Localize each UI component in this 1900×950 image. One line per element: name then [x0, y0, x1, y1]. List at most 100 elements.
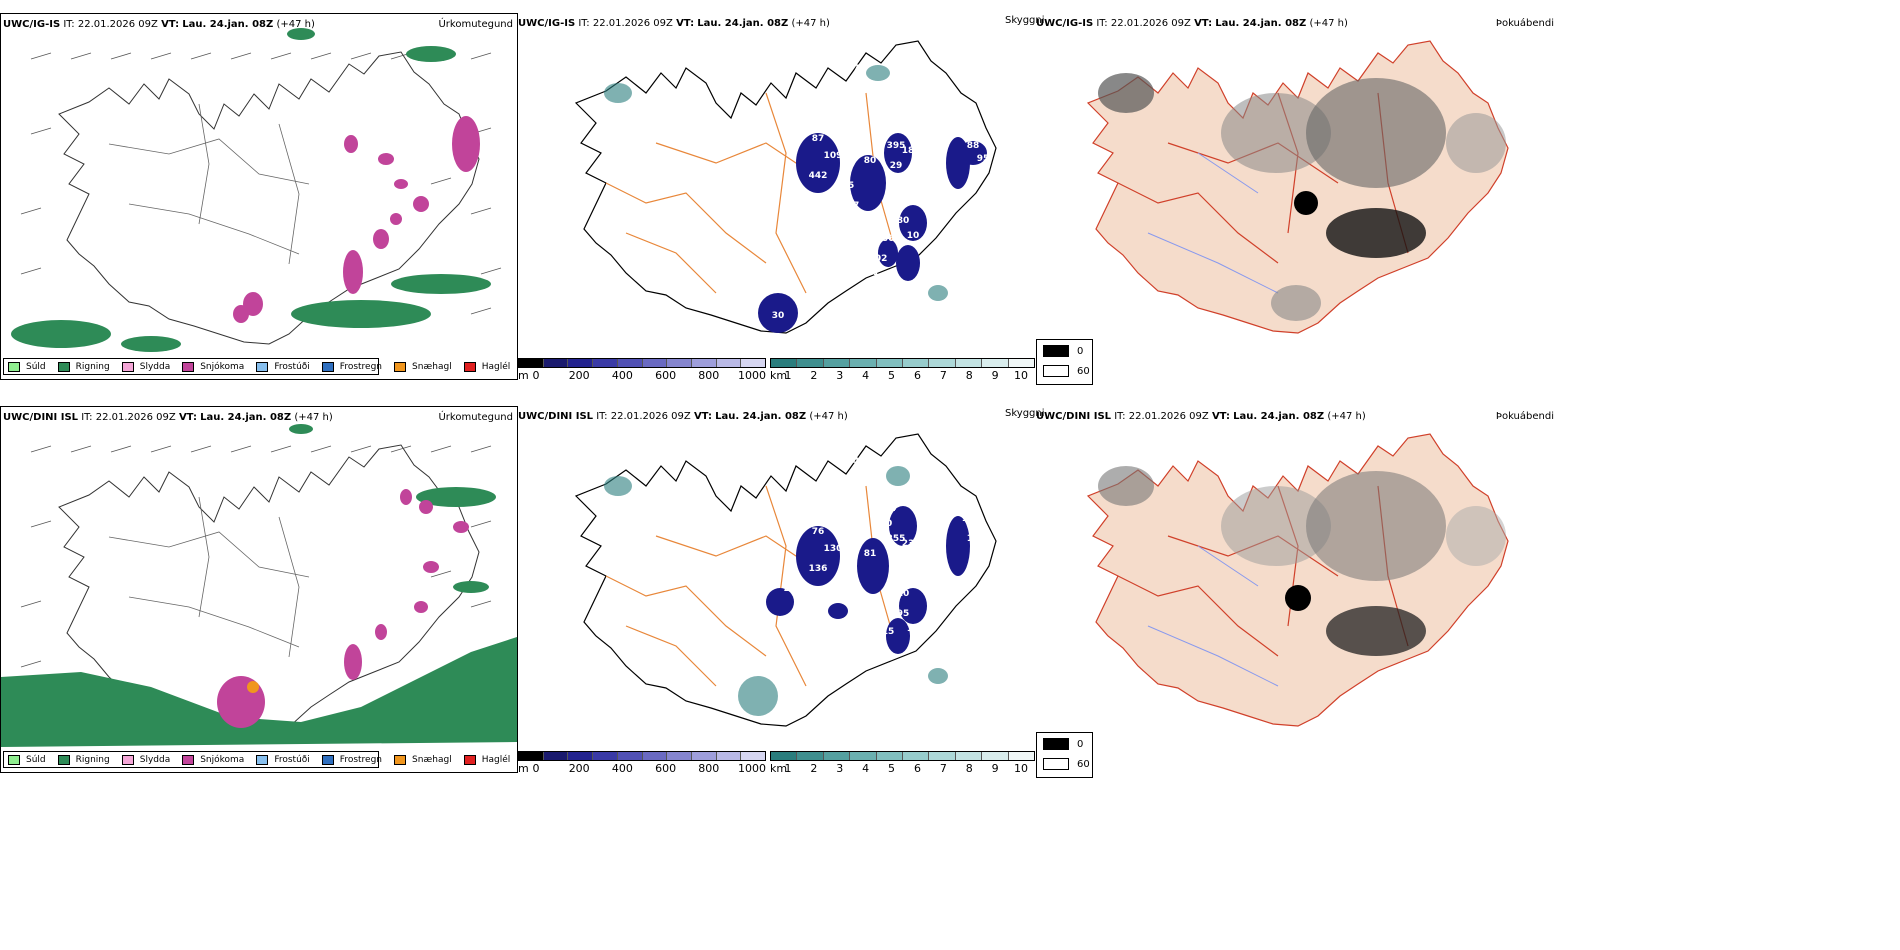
- visibility-value-label: 76: [812, 527, 825, 537]
- legend-swatch: [321, 361, 334, 372]
- colorbar-cell: [642, 752, 668, 760]
- row2-fog-areas: [1098, 466, 1506, 656]
- colorbar-tick: 200: [568, 369, 590, 382]
- colorbar-tick: 600: [655, 762, 677, 775]
- colorbar-cell: [850, 359, 877, 367]
- colorbar-tick: 400: [611, 369, 633, 382]
- legend-swatch: [121, 754, 134, 765]
- visibility-value-label: 12: [907, 624, 920, 634]
- colorbar-tick: 5: [888, 762, 896, 775]
- legend-item: Haglél: [463, 361, 510, 372]
- visibility-value-label: 259: [784, 584, 803, 594]
- colorbar-tick: 6: [913, 369, 921, 382]
- lead-time: (+47 h): [791, 18, 830, 29]
- row1-precip-legend: Súld Rigning Slydda Snjókoma Frostúði Frostre…: [3, 358, 510, 375]
- colorbar-tick: 6: [913, 762, 921, 775]
- colorbar-cell: [903, 359, 930, 367]
- vt-value: Lau. 24.jan. 08Z: [697, 18, 789, 29]
- colorbar-tick: 2: [810, 369, 818, 382]
- colorbar-cell: [929, 752, 956, 760]
- fog-legend-item: 60: [1043, 365, 1090, 377]
- model-label: UWC/DINI ISL: [518, 411, 594, 422]
- row1-visibility-header: UWC/IG-IS IT: 22.01.2026 09Z VT: Lau. 24…: [518, 18, 830, 29]
- colorbar-tick: 5: [888, 369, 896, 382]
- legend-item: Súld: [8, 361, 46, 372]
- row1-elevation-colorbar: 0 200 400 600 800 1000 m: [518, 358, 766, 382]
- it-label: IT:: [578, 18, 590, 29]
- colorbar-tick: 7: [939, 369, 947, 382]
- colorbar-cell: [876, 359, 904, 367]
- colorbar-cells: [770, 358, 1035, 368]
- row1-snow-areas: [233, 116, 480, 323]
- colorbar-ticks: 1 2 3 4 5 6 7 8 9 10: [770, 761, 1035, 775]
- row2-precip-panel: UWC/DINI ISL IT: 22.01.2026 09Z VT: Lau.…: [0, 406, 518, 773]
- colorbar-cells: [518, 751, 766, 761]
- colorbar-tick: 400: [611, 762, 633, 775]
- visibility-value-label: 442: [809, 171, 828, 181]
- vt-value: Lau. 24.jan. 08Z: [200, 412, 292, 423]
- visibility-value-label: 10: [907, 231, 920, 241]
- colorbar-cell: [593, 752, 618, 760]
- row2-precip-map: [1, 424, 517, 747]
- visibility-value-label: 29: [890, 161, 903, 171]
- lead-time: (+47 h): [276, 19, 315, 30]
- colorbar-cell: [955, 359, 983, 367]
- legend-swatch: [463, 754, 476, 765]
- visibility-value-label: 95: [977, 154, 990, 164]
- row2-visibility-colorbar: 1 2 3 4 5 6 7 8 9 10 km: [770, 751, 1035, 775]
- colorbar-ticks: 0 200 400 600 800 1000: [518, 368, 767, 382]
- legend-item: Frostregn: [321, 361, 382, 372]
- lead-time: (+47 h): [809, 411, 848, 422]
- vt-label: VT:: [1211, 411, 1230, 422]
- colorbar-cell: [876, 752, 904, 760]
- model-label: UWC/IG-IS: [3, 19, 61, 30]
- fog-legend-item: 0: [1043, 345, 1083, 357]
- row1-precip-header: UWC/IG-IS IT: 22.01.2026 09Z VT: Lau. 24…: [3, 19, 315, 30]
- colorbar-tick: 1: [784, 762, 792, 775]
- it-value: 22.01.2026 09Z: [610, 411, 691, 422]
- visibility-value-label: 16: [902, 569, 915, 579]
- legend-label: Haglél: [481, 754, 511, 765]
- lead-time: (+47 h): [294, 412, 333, 423]
- legend-item: Haglél: [463, 754, 511, 765]
- visibility-value-label: 85: [857, 216, 870, 226]
- fog-legend-label: 0: [1077, 738, 1084, 750]
- visibility-value-label: 10: [897, 589, 910, 599]
- colorbar-cell: [543, 752, 569, 760]
- colorbar-cell: [771, 359, 798, 367]
- colorbar-unit: km: [770, 369, 788, 382]
- colorbar-cells: [770, 751, 1035, 761]
- model-label: UWC/IG-IS: [518, 18, 576, 29]
- legend-label: Snjókoma: [200, 754, 245, 765]
- row1-fog-legend: 0 60: [1036, 339, 1093, 385]
- colorbar-ticks: 1 2 3 4 5 6 7 8 9 10: [770, 368, 1035, 382]
- colorbar-cell: [903, 752, 930, 760]
- it-value: 22.01.2026 09Z: [592, 18, 673, 29]
- visibility-value-label: 135: [759, 274, 778, 284]
- colorbar-cells: [518, 358, 766, 368]
- colorbar-tick: 1: [784, 369, 792, 382]
- it-label: IT:: [596, 411, 608, 422]
- legend-swatch: [182, 361, 195, 372]
- model-label: UWC/DINI ISL: [3, 412, 79, 423]
- visibility-value-label: 10: [857, 529, 870, 539]
- colorbar-cell: [568, 752, 594, 760]
- legend-label: Frostregn: [339, 754, 383, 765]
- visibility-value-label: 14: [962, 514, 975, 524]
- legend-swatch: [463, 361, 476, 372]
- row1-low-visibility-areas: [758, 133, 987, 333]
- legend-item: Snæhagl: [394, 361, 452, 372]
- colorbar-tick: 4: [862, 762, 870, 775]
- legend-swatch: [8, 754, 20, 765]
- colorbar-cell: [741, 359, 766, 367]
- colorbar-cell: [955, 752, 983, 760]
- visibility-value-label: 313: [869, 281, 888, 291]
- colorbar-cell: [667, 359, 692, 367]
- legend-swatch: [57, 754, 70, 765]
- vt-value: Lau. 24.jan. 08Z: [1215, 18, 1307, 29]
- colorbar-cell: [850, 752, 877, 760]
- visibility-value-label: 94: [847, 457, 860, 467]
- colorbar-tick: 800: [698, 762, 720, 775]
- colorbar-cell: [617, 359, 643, 367]
- visibility-value-label: 17: [967, 534, 980, 544]
